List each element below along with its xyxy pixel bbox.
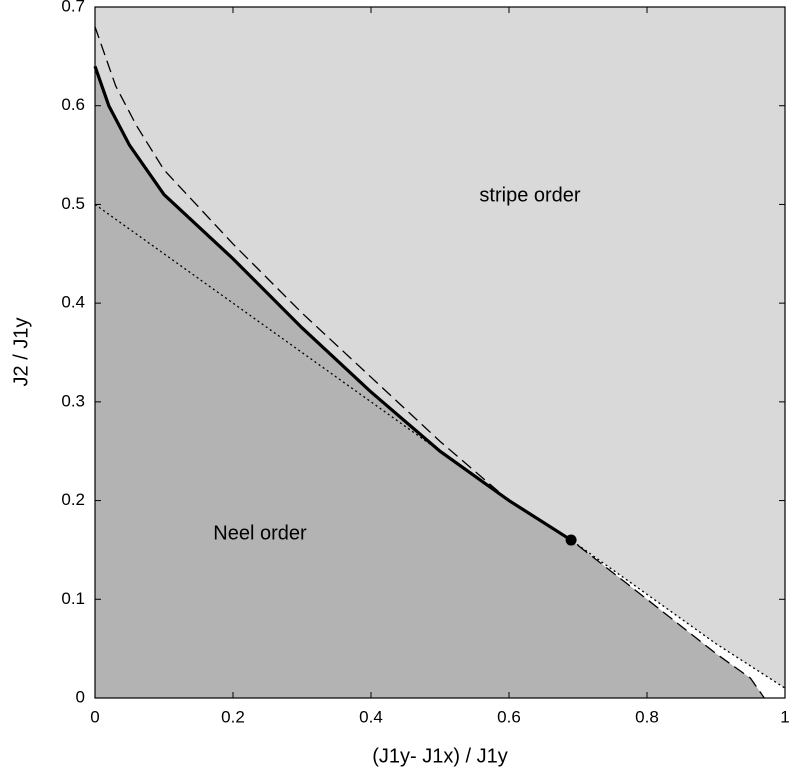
boundary-line — [94, 203, 786, 689]
y-tick-label: 0.2 — [61, 490, 85, 509]
x-tick-label: 0.2 — [221, 707, 245, 726]
x-tick-label: 0.6 — [497, 707, 521, 726]
x-tick-label: 0.8 — [635, 707, 659, 726]
y-axis-label: J2 / J1y — [10, 318, 32, 387]
boundary-line — [94, 26, 765, 699]
x-tick-label: 0.4 — [359, 707, 383, 726]
plot-frame — [94, 6, 786, 699]
x-axis-label: (J1y- J1x) / J1y — [372, 745, 508, 767]
neel-region — [95, 66, 765, 698]
regions — [95, 7, 785, 698]
gap-region — [571, 540, 785, 698]
y-tick-label: 0.3 — [61, 391, 85, 410]
y-tick-label: 0.7 — [61, 0, 85, 15]
y-tick-label: 0 — [76, 687, 85, 706]
region-label: Neel order — [213, 522, 307, 544]
region-label: stripe order — [479, 184, 580, 206]
curves — [93, 26, 786, 699]
y-tick-label: 0.6 — [61, 95, 85, 114]
x-tick-label: 1 — [780, 707, 789, 726]
y-tick-label: 0.5 — [61, 194, 85, 213]
x-tick-label: 0 — [90, 707, 99, 726]
y-tick-label: 0.1 — [61, 589, 85, 608]
critical-point — [565, 534, 577, 546]
y-tick-label: 0.4 — [61, 293, 85, 312]
